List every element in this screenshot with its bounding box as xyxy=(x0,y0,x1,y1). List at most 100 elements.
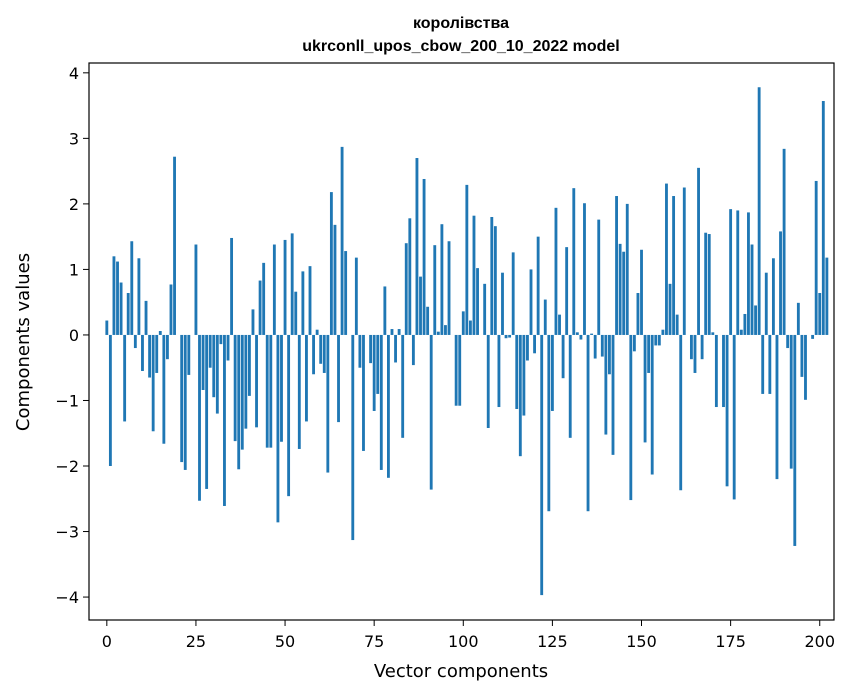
bar-28 xyxy=(205,334,209,489)
bar-33 xyxy=(223,334,226,506)
x-tick-label: 25 xyxy=(186,632,206,651)
bar-166 xyxy=(697,167,700,335)
bar-100 xyxy=(461,311,465,335)
bar-103 xyxy=(472,215,476,335)
y-tick-label: −4 xyxy=(55,588,79,607)
bar-170 xyxy=(711,332,715,335)
x-tick-label: 200 xyxy=(804,632,835,651)
bar-81 xyxy=(394,334,397,363)
bar-4 xyxy=(119,282,123,335)
bar-108 xyxy=(490,216,494,335)
bar-53 xyxy=(294,291,298,335)
bar-198 xyxy=(811,334,815,339)
bar-12 xyxy=(148,334,152,378)
bar-22 xyxy=(183,334,187,470)
bar-6 xyxy=(126,293,130,335)
bar-65 xyxy=(337,334,340,423)
bar-55 xyxy=(301,271,305,335)
bar-187 xyxy=(771,258,775,335)
bar-2 xyxy=(112,256,116,335)
bar-116 xyxy=(518,334,522,457)
bar-61 xyxy=(322,334,326,373)
bar-67 xyxy=(344,251,348,335)
x-tick-label: 0 xyxy=(102,632,112,651)
bar-130 xyxy=(568,334,572,438)
bar-113 xyxy=(508,334,512,338)
y-tick-label: 1 xyxy=(69,260,79,279)
bar-140 xyxy=(604,334,608,435)
bar-14 xyxy=(155,334,159,373)
bar-58 xyxy=(312,334,315,375)
y-tick-label: 0 xyxy=(69,326,79,345)
bar-175 xyxy=(729,209,733,335)
bar-15 xyxy=(158,331,162,335)
x-tick-label: 100 xyxy=(448,632,479,651)
bar-128 xyxy=(561,334,565,379)
bar-141 xyxy=(608,334,611,375)
bar-153 xyxy=(650,334,654,475)
x-tick-label: 150 xyxy=(626,632,657,651)
bar-45 xyxy=(265,334,269,448)
bar-69 xyxy=(351,334,355,541)
bar-180 xyxy=(747,212,750,335)
bar-136 xyxy=(590,333,594,335)
bar-76 xyxy=(376,334,380,394)
bar-182 xyxy=(754,305,758,335)
bar-10 xyxy=(141,334,144,371)
bar-72 xyxy=(362,334,365,451)
bar-88 xyxy=(419,276,422,335)
bar-27 xyxy=(201,334,205,390)
bar-63 xyxy=(329,192,333,335)
bar-124 xyxy=(547,334,551,512)
bars-group xyxy=(105,87,829,596)
bar-62 xyxy=(326,334,330,473)
bar-31 xyxy=(215,334,219,414)
bar-98 xyxy=(454,334,458,406)
bar-148 xyxy=(632,334,636,352)
bar-35 xyxy=(230,237,234,335)
bar-60 xyxy=(319,334,323,364)
bar-37 xyxy=(237,334,241,470)
bar-199 xyxy=(814,180,818,335)
bar-89 xyxy=(422,178,426,335)
bar-109 xyxy=(493,226,497,335)
bar-127 xyxy=(558,314,561,335)
bar-154 xyxy=(654,334,658,346)
bar-164 xyxy=(689,334,693,360)
y-axis-label: Components values xyxy=(13,253,34,431)
bar-46 xyxy=(269,334,273,448)
x-axis-ticks: 0 25 50 75 100 125 150 175 200 xyxy=(102,620,835,651)
bar-104 xyxy=(476,268,479,335)
bar-144 xyxy=(618,243,622,335)
bar-70 xyxy=(354,257,358,335)
bar-145 xyxy=(622,251,626,335)
bar-51 xyxy=(287,334,291,497)
bar-125 xyxy=(550,334,554,411)
bar-137 xyxy=(593,334,597,359)
bar-75 xyxy=(372,334,376,411)
bar-173 xyxy=(722,334,725,408)
bar-152 xyxy=(647,334,651,373)
bar-41 xyxy=(251,309,255,335)
bar-188 xyxy=(775,334,779,480)
bar-168 xyxy=(704,232,708,335)
bar-155 xyxy=(657,334,661,346)
bar-19 xyxy=(173,156,176,335)
bar-99 xyxy=(458,334,462,406)
bar-121 xyxy=(536,236,540,335)
bar-34 xyxy=(226,334,230,361)
bar-190 xyxy=(782,148,786,335)
bar-167 xyxy=(700,334,704,360)
bar-23 xyxy=(187,334,191,375)
bar-32 xyxy=(219,334,223,345)
bar-110 xyxy=(497,334,501,408)
bar-111 xyxy=(501,272,504,335)
bar-143 xyxy=(615,196,618,335)
bar-191 xyxy=(786,334,790,349)
bar-91 xyxy=(429,334,433,490)
bar-92 xyxy=(433,245,437,335)
bar-132 xyxy=(575,332,579,335)
bar-194 xyxy=(796,302,800,335)
